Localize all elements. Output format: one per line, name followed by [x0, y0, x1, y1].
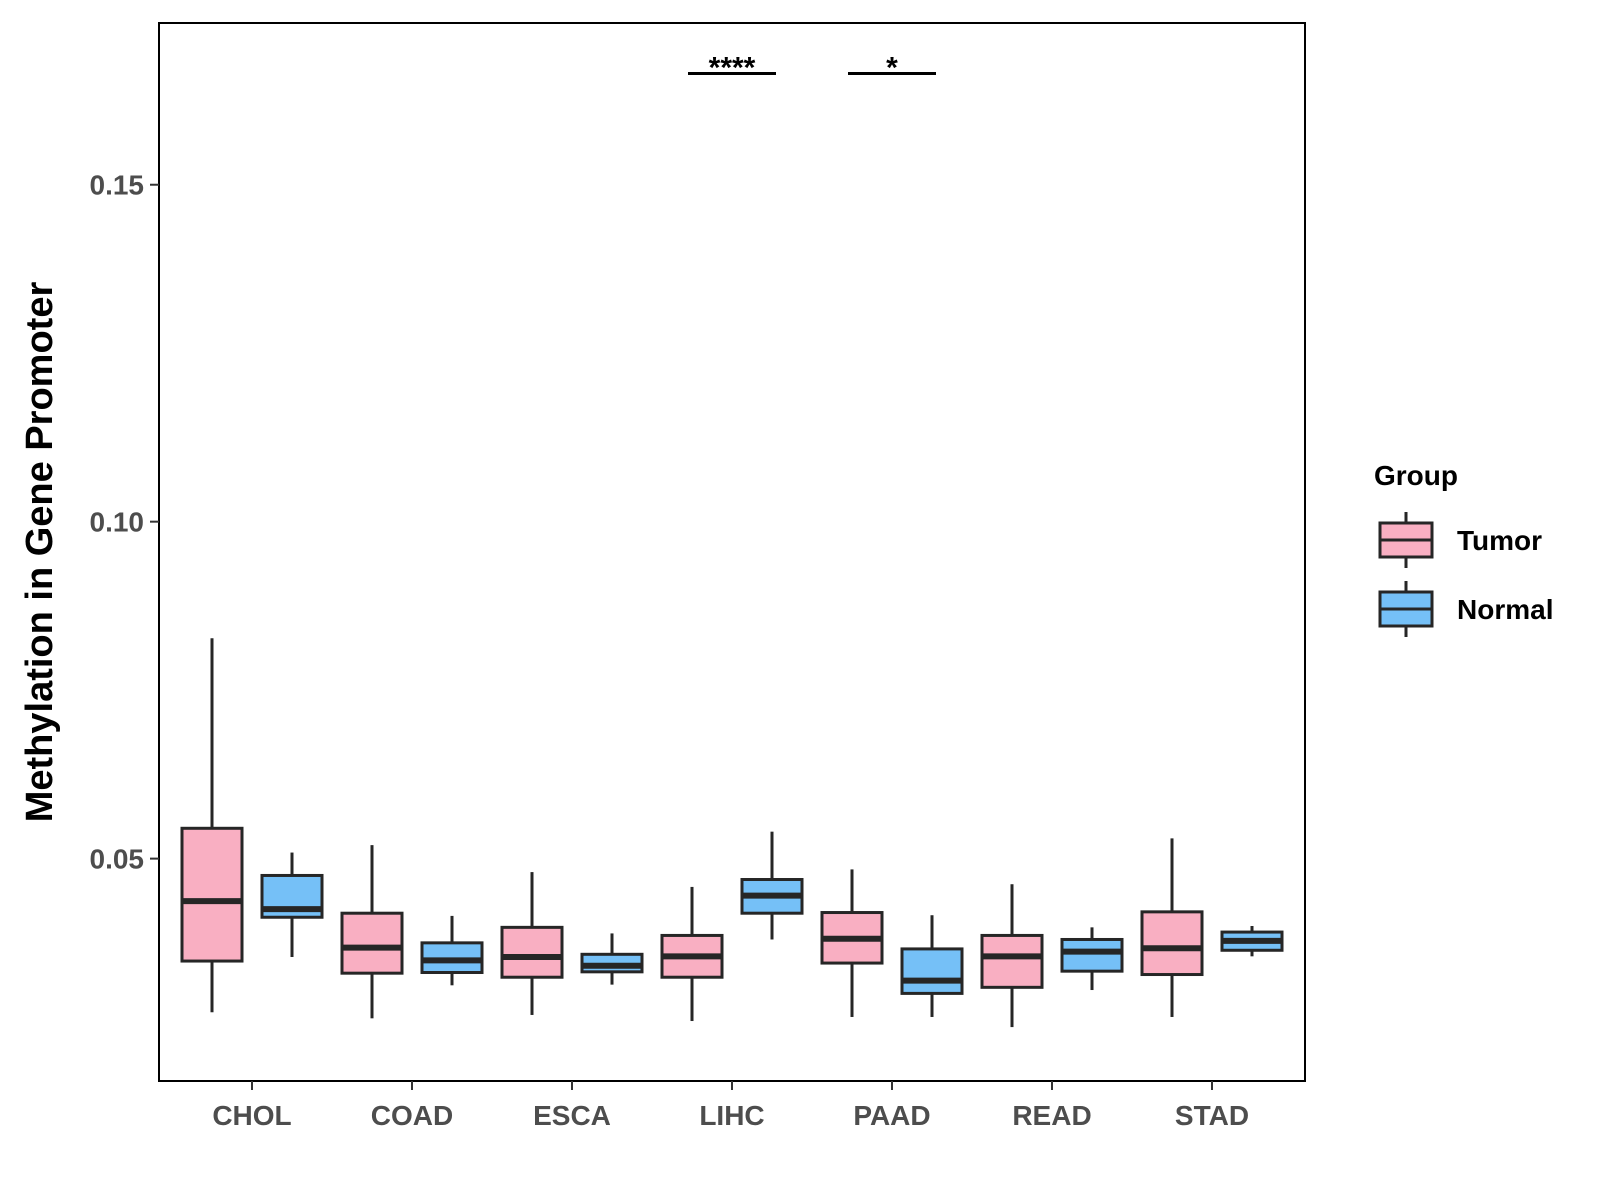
box-iqr	[1060, 937, 1124, 973]
significance-label: ****	[709, 52, 756, 85]
box-iqr	[900, 947, 964, 995]
box-iqr	[180, 826, 244, 963]
legend-label: Tumor	[1457, 525, 1542, 556]
x-tick-label-read: READ	[1012, 1100, 1091, 1131]
x-tick-label-esca: ESCA	[533, 1100, 611, 1131]
box-tumor-lihc	[660, 886, 724, 1022]
box-tumor-paad	[820, 869, 884, 1017]
box-normal-read	[1060, 927, 1124, 991]
x-tick-label-coad: COAD	[371, 1100, 453, 1131]
legend-label: Normal	[1457, 594, 1553, 625]
box-normal-chol	[260, 852, 324, 958]
significance-annotations: **** *	[688, 52, 936, 85]
box-iqr	[500, 925, 564, 979]
y-tick-label: 0.10	[90, 507, 145, 538]
y-tick-label: 0.05	[90, 844, 145, 875]
legend-items: Tumor Normal	[1378, 512, 1553, 637]
box-normal-lihc	[740, 831, 804, 940]
plot-layer	[180, 638, 1284, 1028]
significance-paad: *	[848, 52, 936, 85]
significance-lihc: ****	[688, 52, 776, 85]
significance-label: *	[886, 52, 898, 85]
legend-title: Group	[1374, 460, 1458, 491]
legend-item-normal: Normal	[1378, 581, 1553, 637]
x-tick-label-paad: PAAD	[853, 1100, 930, 1131]
box-tumor-read	[980, 884, 1044, 1028]
x-tick-label-chol: CHOL	[212, 1100, 291, 1131]
box-normal-esca	[580, 933, 644, 985]
box-tumor-chol	[180, 638, 244, 1013]
box-normal-coad	[420, 915, 484, 986]
legend-item-tumor: Tumor	[1378, 512, 1542, 568]
box-iqr	[340, 911, 404, 975]
y-axis-title: Methylation in Gene Promoter	[19, 282, 61, 823]
box-normal-paad	[900, 915, 964, 1017]
y-tick-label: 0.15	[90, 170, 145, 201]
box-tumor-esca	[500, 872, 564, 1015]
box-tumor-stad	[1140, 838, 1204, 1017]
legend: Group Tumor Normal	[1374, 460, 1553, 637]
box-iqr	[1140, 910, 1204, 977]
box-normal-stad	[1220, 926, 1284, 957]
x-tick-label-stad: STAD	[1175, 1100, 1249, 1131]
box-iqr	[980, 933, 1044, 989]
axis-layer: 0.05 0.10 0.15 CHOL COAD ESCA LIHC PAAD READ STAD	[90, 170, 1250, 1131]
x-tick-label-lihc: LIHC	[699, 1100, 764, 1131]
box-tumor-coad	[340, 845, 404, 1019]
